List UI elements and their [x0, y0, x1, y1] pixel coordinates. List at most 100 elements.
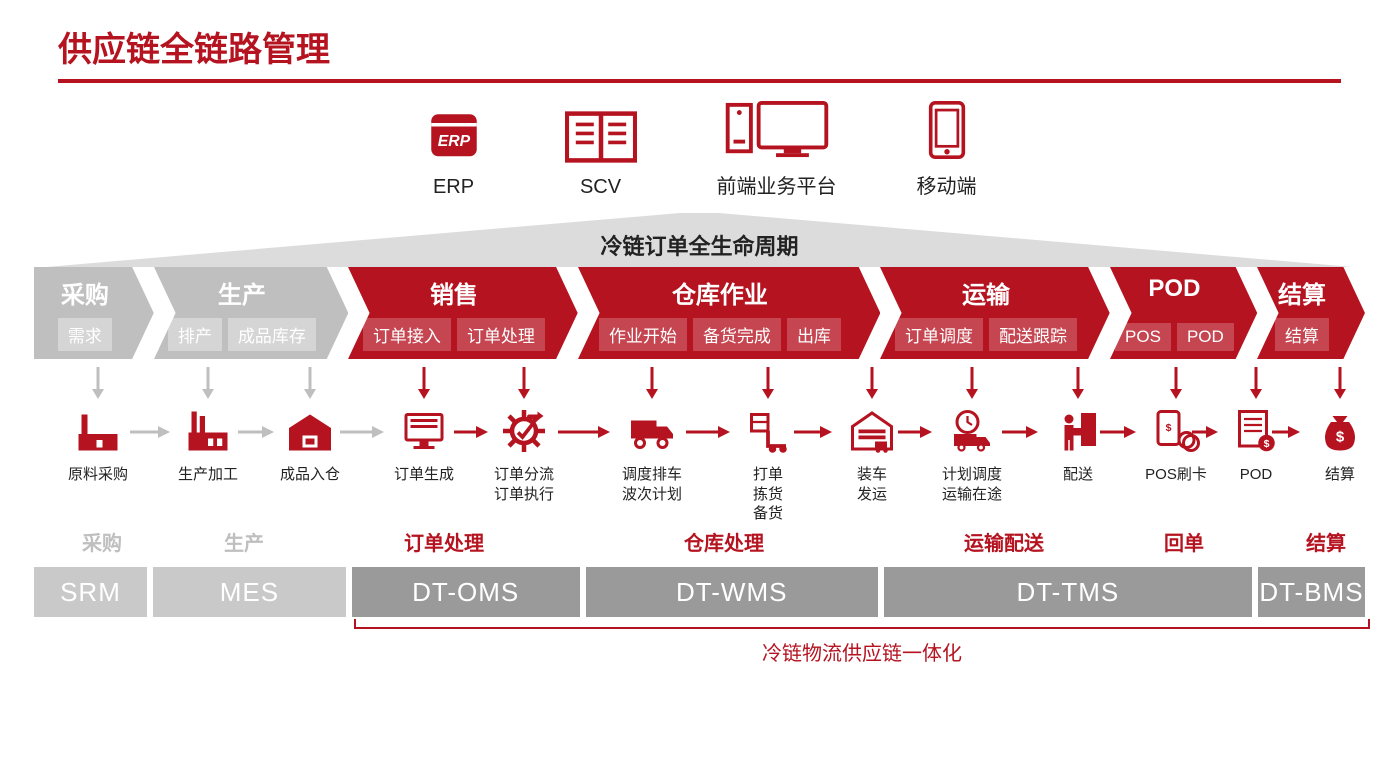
- stage-title: 采购: [34, 275, 136, 310]
- stage-badge: 排产: [168, 318, 222, 351]
- system-row: SRMMESDT-OMSDT-WMSDT-TMSDT-BMS: [34, 567, 1365, 617]
- funnel: 冷链订单全生命周期: [46, 213, 1353, 267]
- down-arrow-icon: [201, 367, 215, 401]
- process-p13: $ 结算: [1294, 403, 1386, 485]
- stage-title: 仓库作业: [578, 275, 862, 310]
- top-item-front: 前端业务平台: [717, 101, 837, 199]
- process-label: 打单 拣货 备货: [722, 465, 814, 524]
- down-arrow-icon: [761, 367, 775, 401]
- top-label: 移动端: [917, 170, 977, 199]
- stage-badge: 备货完成: [693, 318, 781, 351]
- stage-title: 销售: [348, 275, 560, 310]
- top-item-scv: SCV: [565, 109, 637, 199]
- svg-text:$: $: [1336, 429, 1345, 446]
- down-arrow-icon: [1071, 367, 1085, 401]
- gear-icon: [478, 403, 570, 455]
- down-arrow-icon: [517, 367, 531, 401]
- stage-badge: 出库: [787, 318, 841, 351]
- top-icon-row: ERP ERP SCV 前端业务平台 移动端: [0, 101, 1399, 199]
- process-p10: 配送: [1032, 403, 1124, 485]
- process-label: 计划调度 运输在途: [926, 465, 1018, 504]
- system-mes: MES: [153, 567, 346, 617]
- process-p7: 打单 拣货 备货: [722, 403, 814, 524]
- svg-text:ERP: ERP: [437, 133, 470, 150]
- top-label: ERP: [423, 176, 485, 199]
- stage-badge: 配送跟踪: [989, 318, 1077, 351]
- process-p11: $POS刷卡: [1130, 403, 1222, 485]
- front-icon: [722, 101, 832, 164]
- page-title: 供应链全链路管理: [0, 0, 1399, 79]
- system-srm: SRM: [34, 567, 147, 617]
- stage-title: POD: [1110, 275, 1239, 303]
- category-row: 采购 生产 订单处理 仓库处理 运输配送 回单 结算: [34, 527, 1365, 561]
- bracket-label: 冷链物流供应链一体化: [354, 637, 1370, 666]
- h-arrow-icon: [1192, 425, 1218, 439]
- h-arrow-icon: [454, 425, 488, 439]
- system-dt-wms: DT-WMS: [586, 567, 878, 617]
- category-label: 订单处理: [404, 527, 484, 556]
- down-arrow-icon: [1169, 367, 1183, 401]
- stage-badge: POD: [1177, 323, 1234, 351]
- process-label: 生产加工: [162, 465, 254, 485]
- erp-icon: ERP: [423, 109, 485, 170]
- h-arrow-icon: [238, 425, 274, 439]
- process-p1: 原料采购: [52, 403, 144, 485]
- truck-icon: [606, 403, 698, 455]
- stage-badge: 结算: [1275, 318, 1329, 351]
- process-label: 订单分流 订单执行: [478, 465, 570, 504]
- category-label: 仓库处理: [684, 527, 764, 556]
- stage-row: 采购 需求 生产 排产成品库存 销售 订单接入订单处理 仓库作业 作业开始备货完…: [34, 267, 1365, 359]
- down-arrow-icon: [965, 367, 979, 401]
- h-arrow-icon: [898, 425, 932, 439]
- category-label: 运输配送: [964, 527, 1044, 556]
- stage-title: 生产: [154, 275, 330, 310]
- stage-produce: 生产 排产成品库存: [154, 267, 348, 359]
- down-arrow-icon: [865, 367, 879, 401]
- top-item-mobile: 移动端: [917, 101, 977, 199]
- process-p6: 调度排车 波次计划: [606, 403, 698, 504]
- category-label: 生产: [224, 527, 264, 556]
- top-label: 前端业务平台: [717, 170, 837, 199]
- stage-badge: 成品库存: [228, 318, 316, 351]
- stage-badge: 订单处理: [457, 318, 545, 351]
- mobile-icon: [925, 101, 969, 164]
- process-p4: 订单生成: [378, 403, 470, 485]
- top-label: SCV: [565, 176, 637, 199]
- system-dt-bms: DT-BMS: [1258, 567, 1365, 617]
- h-arrow-icon: [686, 425, 730, 439]
- process-p5: 订单分流 订单执行: [478, 403, 570, 504]
- system-dt-oms: DT-OMS: [352, 567, 580, 617]
- stage-badge: 订单接入: [363, 318, 451, 351]
- process-p3: 成品入仓: [264, 403, 356, 485]
- stage-purchase: 采购 需求: [34, 267, 154, 359]
- h-arrow-icon: [794, 425, 832, 439]
- stage-badge: 订单调度: [895, 318, 983, 351]
- process-row: 原料采购生产加工成品入仓订单生成订单分流 订单执行调度排车 波次计划打单 拣货 …: [34, 377, 1365, 527]
- process-p8: 装车 发运: [826, 403, 918, 504]
- h-arrow-icon: [340, 425, 384, 439]
- system-dt-tms: DT-TMS: [884, 567, 1252, 617]
- stage-badge: 需求: [58, 318, 112, 351]
- process-label: 结算: [1294, 465, 1386, 485]
- down-arrow-icon: [417, 367, 431, 401]
- h-arrow-icon: [558, 425, 610, 439]
- process-label: 配送: [1032, 465, 1124, 485]
- down-arrow-icon: [645, 367, 659, 401]
- process-p12: $POD: [1210, 403, 1302, 485]
- stage-badge: POS: [1115, 323, 1171, 351]
- process-label: 原料采购: [52, 465, 144, 485]
- down-arrow-icon: [1333, 367, 1347, 401]
- stage-wh: 仓库作业 作业开始备货完成出库: [578, 267, 880, 359]
- svg-text:$: $: [1166, 422, 1172, 434]
- stage-settle: 结算 结算: [1257, 267, 1365, 359]
- stage-title: 运输: [880, 275, 1092, 310]
- funnel-label: 冷链订单全生命周期: [46, 229, 1353, 261]
- stage-sales: 销售 订单接入订单处理: [348, 267, 578, 359]
- stage-trans: 运输 订单调度配送跟踪: [880, 267, 1110, 359]
- category-label: 回单: [1164, 527, 1204, 556]
- category-label: 结算: [1306, 527, 1346, 556]
- stage-title: 结算: [1257, 275, 1347, 310]
- category-label: 采购: [82, 527, 122, 556]
- h-arrow-icon: [1002, 425, 1038, 439]
- process-label: 订单生成: [378, 465, 470, 485]
